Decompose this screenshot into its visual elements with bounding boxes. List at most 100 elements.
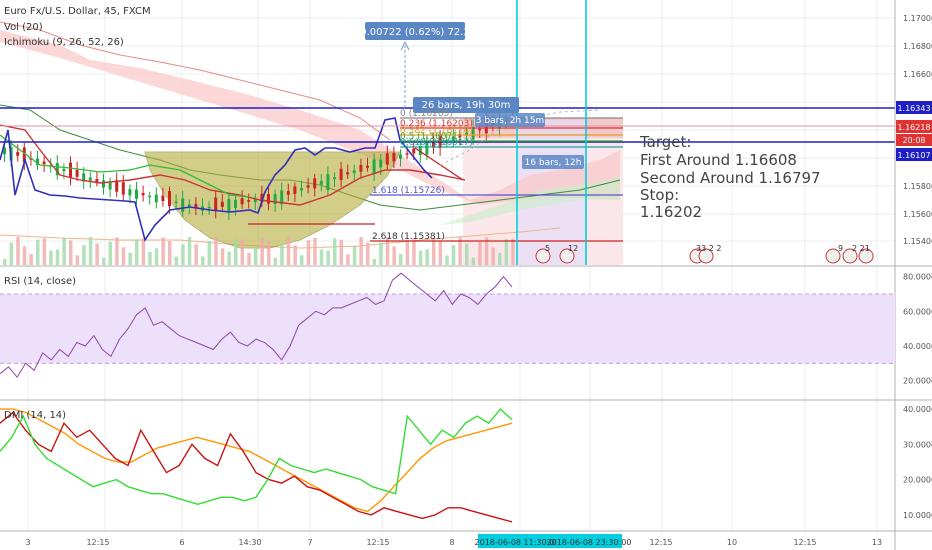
candle-body	[319, 180, 323, 185]
x-highlight-1-bg	[478, 534, 556, 548]
economic-events: 5 12 33 2 2 9 2 21	[535, 244, 874, 264]
us-flag-icon[interactable]	[842, 248, 858, 264]
bars-label-1: 26 bars, 19h 30m	[422, 100, 511, 111]
candle-body	[154, 194, 158, 203]
candle-body	[174, 201, 178, 204]
trade-note: Target: First Around 1.16608 Second Arou…	[639, 133, 821, 221]
volume-bar	[273, 257, 278, 265]
candle-body	[399, 154, 402, 159]
projection-path	[439, 109, 601, 166]
y-tick-label: 1.17000	[903, 14, 932, 23]
us-flag-icon[interactable]	[858, 248, 874, 264]
x-tick-label: 3	[25, 538, 30, 547]
measure-label: 0.00722 (0.62%) 72.2	[360, 27, 470, 38]
y-axis-ticks: 1.17000 1.16800 1.16600 1.15800 1.15600 1.154…	[903, 14, 932, 520]
volume-bar	[498, 252, 502, 265]
volume-bar	[412, 238, 416, 265]
volume-bar	[471, 257, 476, 265]
x-tick-label: 13	[872, 538, 882, 547]
fib-label: 0.236 (1.16203)	[400, 119, 473, 129]
rsi-panel: RSI (14, close)	[0, 272, 895, 379]
note-line-4: Stop:	[640, 186, 679, 204]
candle-body	[372, 159, 376, 174]
x-highlight-2-bg	[556, 534, 622, 548]
tag-red-bg	[896, 120, 932, 133]
candle-body	[352, 170, 356, 174]
chikou-orange	[0, 227, 561, 249]
x-tick-label: 12:15	[366, 538, 389, 547]
us-flag-icon[interactable]	[559, 248, 575, 264]
candle-body	[102, 180, 105, 188]
candle-body	[300, 188, 303, 191]
candle-body	[280, 190, 284, 205]
y-tick-label: 1.16800	[903, 42, 932, 51]
x-highlight-2: 2018-06-08 23:30:00	[547, 538, 632, 547]
rsi-y-tick: 80.0000	[903, 273, 932, 282]
fib-label: 0.5 (1.16071)	[400, 132, 461, 142]
volume-bar	[339, 239, 344, 265]
candle-body	[385, 153, 389, 165]
candle-body	[161, 195, 165, 202]
tenkan-green	[0, 134, 251, 198]
volume-bar	[148, 251, 152, 265]
candle-body	[247, 200, 251, 202]
volume-bar	[69, 240, 73, 265]
volume-bar	[438, 240, 443, 265]
candle-body	[141, 193, 145, 196]
candle-body	[333, 177, 336, 180]
volume-bar	[247, 252, 251, 265]
candle-body	[62, 168, 66, 172]
candle-body	[366, 165, 369, 168]
event-count-3: 33 2 2	[696, 244, 721, 253]
volume-bar	[418, 250, 423, 265]
dmi-label[interactable]: DMI (14, 14)	[4, 410, 66, 421]
candle-body	[425, 142, 429, 155]
candle-body	[379, 159, 383, 168]
volume-bar	[313, 237, 317, 265]
volume-bar	[445, 255, 449, 265]
candle-body	[273, 194, 277, 204]
candle-body	[240, 198, 244, 205]
plus-di-line	[0, 408, 513, 506]
y-tick-label: 1.16600	[903, 70, 932, 79]
ichimoku-cloud-red	[0, 30, 620, 205]
dmi-y-tick: 10.0000	[903, 511, 932, 520]
us-flag-icon[interactable]	[698, 248, 714, 264]
tag-blue-top-bg	[896, 101, 932, 114]
volume-label[interactable]: Vol (20)	[4, 22, 43, 33]
volume-bar	[425, 249, 429, 265]
volume-bar	[168, 241, 172, 265]
candle-body	[346, 172, 350, 175]
volume-bar	[346, 254, 350, 265]
candle-body	[286, 191, 290, 195]
volume-bar	[306, 240, 311, 265]
volume-bar	[108, 241, 113, 265]
volume-bar	[88, 237, 93, 265]
candle-body	[418, 146, 422, 156]
y-tick-label: 1.15600	[903, 210, 932, 219]
dmi-y-tick: 30.0000	[903, 440, 932, 449]
volume-bar	[458, 237, 462, 265]
symbol-label[interactable]: Euro Fx/U.S. Dollar, 45, FXCM	[4, 6, 151, 17]
candle-body	[267, 194, 270, 204]
measure-arrow	[400, 40, 410, 51]
volume-bar	[102, 257, 106, 265]
candle-body	[69, 162, 72, 178]
rsi-label[interactable]: RSI (14, close)	[4, 276, 76, 287]
volume-bar	[260, 237, 264, 265]
candle-body	[234, 199, 237, 209]
x-axis-ticks: 3 12:15 6 14:30 7 12:15 8 12:15 10 12:15 13	[25, 538, 882, 547]
volume-bar	[491, 247, 495, 265]
candle-body	[220, 201, 224, 207]
us-flag-icon[interactable]	[535, 248, 551, 264]
ichimoku-label[interactable]: Ichimoku (9, 26, 52, 26)	[4, 37, 124, 48]
fib-label: 0.382 (1.16124)	[400, 126, 473, 136]
volume-bar	[253, 247, 258, 265]
x-tick-label: 12:15	[86, 538, 109, 547]
volume-bar	[220, 248, 225, 265]
bars-label-1-bg	[413, 97, 519, 113]
volume-bar	[187, 237, 192, 265]
event-count-5: 2 21	[852, 244, 870, 253]
us-flag-icon[interactable]	[825, 248, 841, 264]
volume-bar	[405, 239, 410, 265]
